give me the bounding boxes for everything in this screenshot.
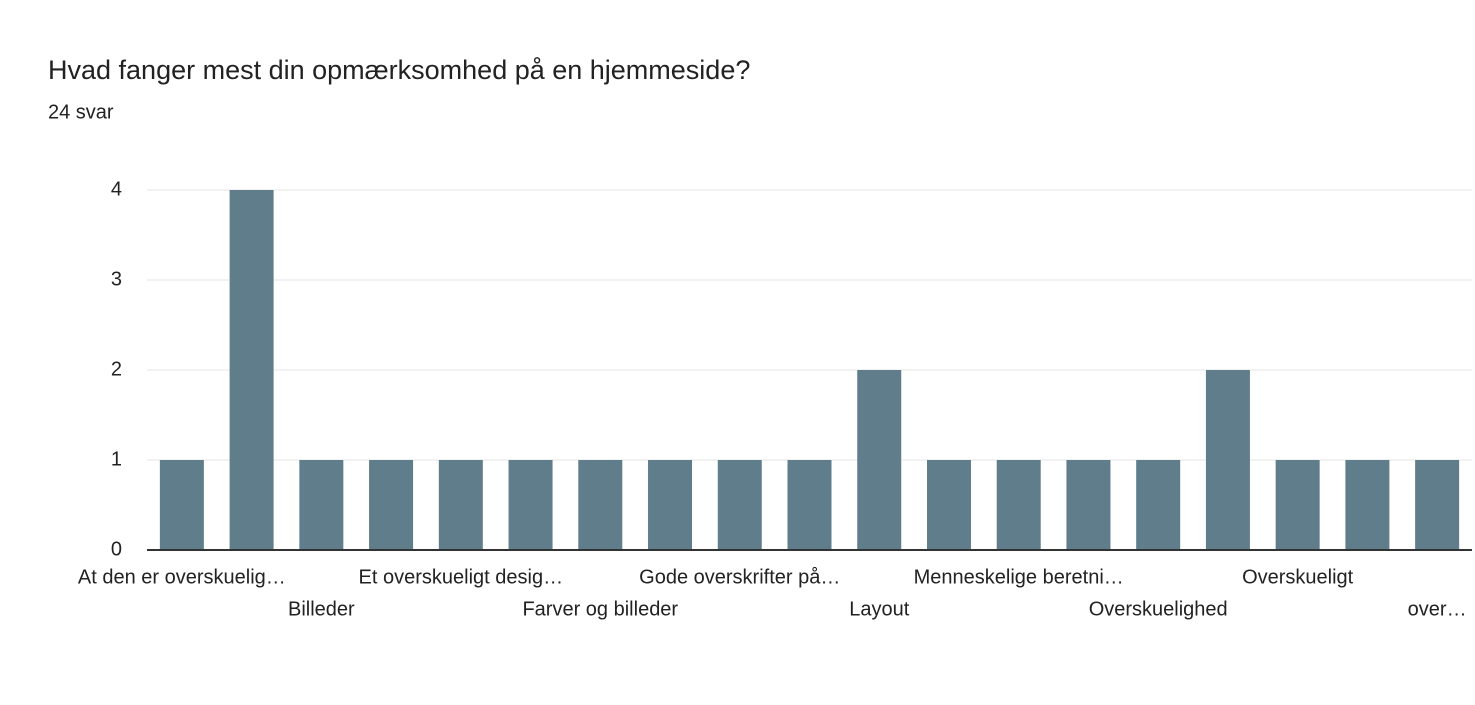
bar [926,460,971,550]
x-tick-label: Overskuelighed [1089,598,1228,620]
x-tick-label: Farver og billeder [522,598,678,620]
bar [159,460,204,550]
bar [1345,460,1390,550]
y-tick-label: 4 [111,178,122,200]
x-tick-label: Billeder [288,598,355,620]
bar [578,460,623,550]
y-tick-label: 0 [111,538,122,560]
bar [438,460,483,550]
bar [299,460,344,550]
chart-subtitle: 24 svar [48,101,114,123]
bar [787,460,832,550]
x-tick-label: Overskueligt [1242,566,1354,588]
y-tick-label: 1 [111,448,122,470]
bar [1136,460,1181,550]
bar [1205,370,1250,550]
bar [1415,460,1460,550]
x-tick-label: Menneskelige beretni… [914,566,1124,588]
bar [508,460,553,550]
bar [1275,460,1320,550]
y-tick-label: 3 [111,268,122,290]
bar [1066,460,1111,550]
bar [717,460,762,550]
bar [996,460,1041,550]
x-tick-label: Et overskueligt desig… [359,566,564,588]
x-tick-label: Layout [849,598,909,620]
bar [369,460,414,550]
x-tick-label: over… [1408,598,1467,620]
bar [857,370,902,550]
bar [229,190,274,550]
bar [648,460,693,550]
chart-title: Hvad fanger mest din opmærksomhed på en … [48,55,750,85]
x-tick-label: Gode overskrifter på… [639,566,840,588]
x-tick-label: At den er overskuelig… [78,566,286,588]
y-tick-label: 2 [111,358,122,380]
